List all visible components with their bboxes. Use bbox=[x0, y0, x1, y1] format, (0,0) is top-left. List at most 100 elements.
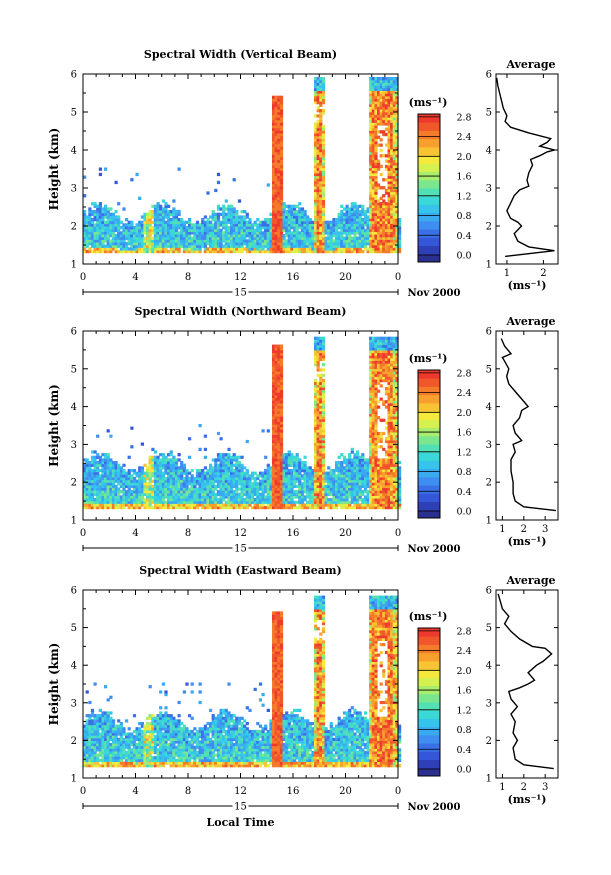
heatmap-cell bbox=[167, 503, 171, 507]
heatmap-cell bbox=[285, 455, 289, 459]
heatmap-cell bbox=[114, 244, 118, 248]
heatmap-cell bbox=[198, 228, 202, 232]
heatmap-cell bbox=[335, 500, 339, 504]
heatmap-cell bbox=[342, 226, 347, 230]
heatmap-cell bbox=[392, 231, 396, 235]
heatmap-cell bbox=[219, 236, 223, 240]
heatmap-cell bbox=[177, 212, 181, 216]
heatmap-cell bbox=[316, 162, 320, 166]
heatmap-cell bbox=[319, 450, 323, 454]
heatmap-cell bbox=[159, 218, 163, 222]
heatmap-cell bbox=[369, 106, 373, 110]
heatmap-cell bbox=[164, 455, 168, 459]
heatmap-cell bbox=[222, 469, 226, 473]
heatmap-cell bbox=[198, 236, 202, 240]
heatmap-cell bbox=[314, 162, 318, 166]
heatmap-cell bbox=[177, 503, 181, 507]
heatmap-cell bbox=[245, 482, 249, 486]
heatmap-cell bbox=[314, 85, 318, 89]
heatmap-cell bbox=[369, 164, 373, 169]
heatmap-cell bbox=[371, 242, 375, 246]
heatmap-cell bbox=[379, 95, 383, 99]
heatmap-cell bbox=[230, 506, 234, 510]
heatmap-cell bbox=[348, 244, 352, 248]
heatmap-cell bbox=[198, 487, 202, 491]
heatmap-cell bbox=[379, 242, 383, 246]
heatmap-cell bbox=[274, 130, 278, 134]
heatmap-cell bbox=[156, 218, 160, 222]
heatmap-cell bbox=[251, 247, 255, 251]
heatmap-cell bbox=[340, 506, 344, 510]
heatmap-cell bbox=[384, 154, 389, 158]
heatmap-cell bbox=[342, 218, 347, 222]
heatmap-cell bbox=[243, 226, 247, 230]
heatmap-cell bbox=[182, 223, 186, 227]
heatmap-cell bbox=[295, 466, 299, 470]
heatmap-cell bbox=[358, 469, 362, 473]
heatmap-cell bbox=[253, 231, 257, 235]
heatmap-cell bbox=[277, 461, 281, 465]
heatmap-cell bbox=[306, 476, 310, 481]
heatmap-cell bbox=[117, 228, 121, 232]
heatmap-cell bbox=[384, 93, 389, 97]
heatmap-cell bbox=[146, 247, 150, 251]
heatmap-cell bbox=[306, 500, 310, 504]
heatmap-cell bbox=[159, 471, 163, 475]
heatmap-cell bbox=[387, 247, 391, 251]
heatmap-cell bbox=[206, 476, 210, 481]
heatmap-cell bbox=[287, 500, 291, 504]
heatmap-cell bbox=[156, 482, 160, 486]
heatmap-cell bbox=[371, 87, 375, 91]
heatmap-cell bbox=[148, 466, 152, 470]
heatmap-cell bbox=[335, 466, 339, 470]
heatmap-cell bbox=[216, 498, 221, 502]
heatmap-cell bbox=[214, 474, 218, 478]
heatmap-cell bbox=[298, 212, 302, 216]
heatmap-cell bbox=[342, 490, 347, 494]
heatmap-cell bbox=[174, 234, 179, 238]
heatmap-cell bbox=[398, 218, 402, 222]
heatmap-cell bbox=[240, 236, 244, 240]
heatmap-cell bbox=[140, 231, 144, 235]
heatmap-cell bbox=[211, 500, 215, 504]
heatmap-cell bbox=[153, 498, 158, 502]
heatmap-cell bbox=[111, 466, 116, 470]
heatmap-cell bbox=[88, 239, 92, 243]
heatmap-cell bbox=[371, 199, 375, 203]
heatmap-cell bbox=[285, 506, 289, 510]
heatmap-cell bbox=[316, 479, 320, 483]
heatmap-cell bbox=[277, 439, 281, 444]
heatmap-cell bbox=[314, 445, 318, 449]
heatmap-cell bbox=[342, 220, 347, 224]
heatmap-cell bbox=[224, 474, 228, 478]
heatmap-cell bbox=[251, 492, 255, 496]
heatmap-cell bbox=[371, 210, 375, 214]
heatmap-cell bbox=[390, 249, 394, 254]
heatmap-cell bbox=[306, 223, 310, 227]
heatmap-cell bbox=[293, 228, 297, 232]
heatmap-cell bbox=[235, 461, 239, 465]
heatmap-cell bbox=[277, 114, 281, 118]
heatmap-cell bbox=[321, 339, 326, 343]
heatmap-cell bbox=[321, 357, 326, 361]
heatmap-cell bbox=[321, 336, 326, 340]
heatmap-cell bbox=[316, 394, 320, 399]
heatmap-cell bbox=[104, 479, 108, 483]
heatmap-cell bbox=[261, 492, 265, 496]
heatmap-cell bbox=[106, 482, 110, 486]
heatmap-cell bbox=[167, 218, 171, 222]
heatmap-cell bbox=[269, 490, 273, 494]
heatmap-cell bbox=[374, 231, 378, 235]
heatmap-cell bbox=[256, 218, 260, 222]
heatmap-cell bbox=[398, 234, 402, 238]
heatmap-cell bbox=[350, 247, 354, 251]
heatmap-cell bbox=[130, 178, 134, 182]
heatmap-cell bbox=[308, 476, 312, 481]
heatmap-cell bbox=[279, 244, 284, 248]
heatmap-cell bbox=[182, 234, 186, 238]
heatmap-cell bbox=[324, 484, 328, 488]
heatmap-cell bbox=[308, 490, 312, 494]
heatmap-cell bbox=[369, 122, 373, 126]
heatmap-cell bbox=[279, 109, 284, 113]
heatmap-cell bbox=[277, 170, 281, 174]
